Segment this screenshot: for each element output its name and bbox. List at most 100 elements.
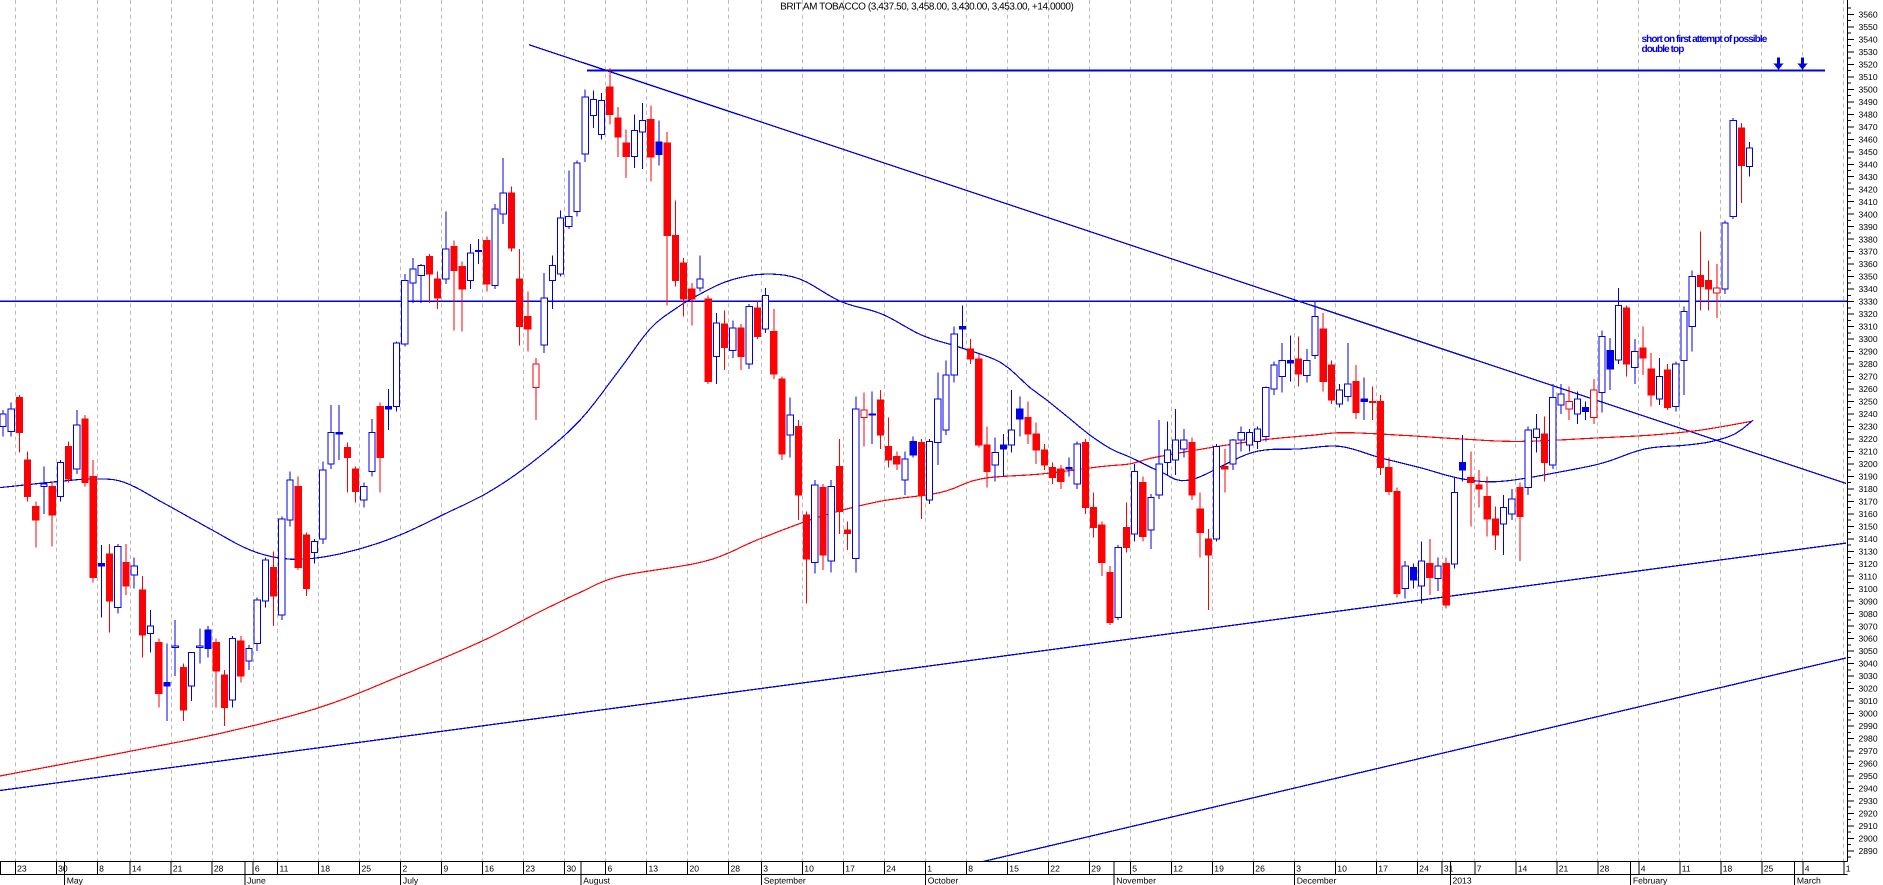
svg-text:7: 7 xyxy=(1477,864,1482,874)
svg-text:short on first attempt of poss: short on first attempt of possible xyxy=(1642,34,1768,45)
svg-text:2990: 2990 xyxy=(1859,721,1878,731)
svg-text:28: 28 xyxy=(731,864,741,874)
svg-text:3490: 3490 xyxy=(1859,97,1878,107)
svg-text:2940: 2940 xyxy=(1859,784,1878,794)
svg-text:3080: 3080 xyxy=(1859,609,1878,619)
svg-text:3260: 3260 xyxy=(1859,384,1878,394)
svg-text:3: 3 xyxy=(1296,864,1301,874)
svg-text:May: May xyxy=(67,876,84,885)
svg-text:28: 28 xyxy=(214,864,224,874)
svg-text:3210: 3210 xyxy=(1859,447,1878,457)
svg-text:July: July xyxy=(403,876,419,885)
svg-text:3330: 3330 xyxy=(1859,297,1878,307)
svg-text:double top: double top xyxy=(1642,44,1685,55)
svg-text:3430: 3430 xyxy=(1859,172,1878,182)
svg-text:3230: 3230 xyxy=(1859,422,1878,432)
svg-text:1: 1 xyxy=(1846,864,1851,874)
svg-text:3470: 3470 xyxy=(1859,122,1878,132)
svg-text:19: 19 xyxy=(1214,864,1224,874)
svg-text:13: 13 xyxy=(649,864,659,874)
svg-text:3030: 3030 xyxy=(1859,671,1878,681)
svg-text:12: 12 xyxy=(1173,864,1183,874)
svg-text:21: 21 xyxy=(1559,864,1569,874)
svg-text:8: 8 xyxy=(968,864,973,874)
svg-text:3020: 3020 xyxy=(1859,684,1878,694)
svg-text:23: 23 xyxy=(526,864,536,874)
svg-text:October: October xyxy=(928,876,959,885)
svg-text:28: 28 xyxy=(1600,864,1610,874)
svg-text:November: November xyxy=(1116,876,1156,885)
svg-text:September: September xyxy=(764,876,806,885)
svg-text:3: 3 xyxy=(763,864,768,874)
svg-text:20: 20 xyxy=(690,864,700,874)
svg-text:15: 15 xyxy=(1009,864,1019,874)
svg-text:2013: 2013 xyxy=(1453,876,1472,885)
svg-text:3460: 3460 xyxy=(1859,134,1878,144)
svg-text:14: 14 xyxy=(1518,864,1528,874)
svg-text:3440: 3440 xyxy=(1859,159,1878,169)
svg-text:3350: 3350 xyxy=(1859,272,1878,282)
svg-text:17: 17 xyxy=(1378,864,1388,874)
svg-text:10: 10 xyxy=(1337,864,1347,874)
svg-text:3540: 3540 xyxy=(1859,35,1878,45)
svg-text:3110: 3110 xyxy=(1859,571,1878,581)
svg-text:29: 29 xyxy=(1091,864,1101,874)
svg-text:3130: 3130 xyxy=(1859,546,1878,556)
svg-text:3360: 3360 xyxy=(1859,259,1878,269)
svg-text:3150: 3150 xyxy=(1859,521,1878,531)
svg-text:4: 4 xyxy=(1805,864,1810,874)
svg-text:3340: 3340 xyxy=(1859,284,1878,294)
svg-text:10: 10 xyxy=(804,864,814,874)
svg-text:3310: 3310 xyxy=(1859,322,1878,332)
svg-text:3280: 3280 xyxy=(1859,359,1878,369)
svg-text:30: 30 xyxy=(58,864,68,874)
svg-text:3450: 3450 xyxy=(1859,147,1878,157)
svg-text:24: 24 xyxy=(886,864,896,874)
svg-text:3100: 3100 xyxy=(1859,584,1878,594)
svg-text:March: March xyxy=(1797,876,1821,885)
svg-text:2910: 2910 xyxy=(1859,821,1878,831)
svg-text:3240: 3240 xyxy=(1859,409,1878,419)
svg-text:23: 23 xyxy=(17,864,27,874)
svg-text:December: December xyxy=(1297,876,1337,885)
svg-text:30: 30 xyxy=(567,864,577,874)
svg-text:3000: 3000 xyxy=(1859,709,1878,719)
svg-text:3320: 3320 xyxy=(1859,309,1878,319)
svg-text:9: 9 xyxy=(444,864,449,874)
svg-text:31: 31 xyxy=(1444,864,1454,874)
svg-text:2950: 2950 xyxy=(1859,771,1878,781)
svg-text:3050: 3050 xyxy=(1859,646,1878,656)
svg-text:3160: 3160 xyxy=(1859,509,1878,519)
svg-text:16: 16 xyxy=(485,864,495,874)
svg-text:3520: 3520 xyxy=(1859,60,1878,70)
svg-text:February: February xyxy=(1633,876,1668,885)
svg-text:2900: 2900 xyxy=(1859,834,1878,844)
svg-text:6: 6 xyxy=(608,864,613,874)
svg-text:3040: 3040 xyxy=(1859,659,1878,669)
svg-text:17: 17 xyxy=(845,864,855,874)
svg-text:11: 11 xyxy=(1682,864,1691,874)
svg-text:2930: 2930 xyxy=(1859,796,1878,806)
svg-text:3090: 3090 xyxy=(1859,596,1878,606)
svg-text:5: 5 xyxy=(1132,864,1137,874)
svg-text:14: 14 xyxy=(132,864,142,874)
svg-text:3510: 3510 xyxy=(1859,72,1878,82)
svg-text:4: 4 xyxy=(1641,864,1646,874)
svg-text:24: 24 xyxy=(1419,864,1429,874)
svg-text:25: 25 xyxy=(1764,864,1774,874)
svg-text:3410: 3410 xyxy=(1859,197,1878,207)
svg-text:3530: 3530 xyxy=(1859,47,1878,57)
svg-text:26: 26 xyxy=(1255,864,1265,874)
svg-text:3480: 3480 xyxy=(1859,109,1878,119)
svg-text:3120: 3120 xyxy=(1859,559,1878,569)
svg-text:3390: 3390 xyxy=(1859,222,1878,232)
svg-text:2980: 2980 xyxy=(1859,734,1878,744)
svg-text:3290: 3290 xyxy=(1859,347,1878,357)
svg-text:3300: 3300 xyxy=(1859,334,1878,344)
svg-text:11: 11 xyxy=(280,864,289,874)
svg-text:3070: 3070 xyxy=(1859,621,1878,631)
svg-text:3200: 3200 xyxy=(1859,459,1878,469)
svg-text:3270: 3270 xyxy=(1859,372,1878,382)
svg-text:3380: 3380 xyxy=(1859,234,1878,244)
svg-text:3550: 3550 xyxy=(1859,22,1878,32)
